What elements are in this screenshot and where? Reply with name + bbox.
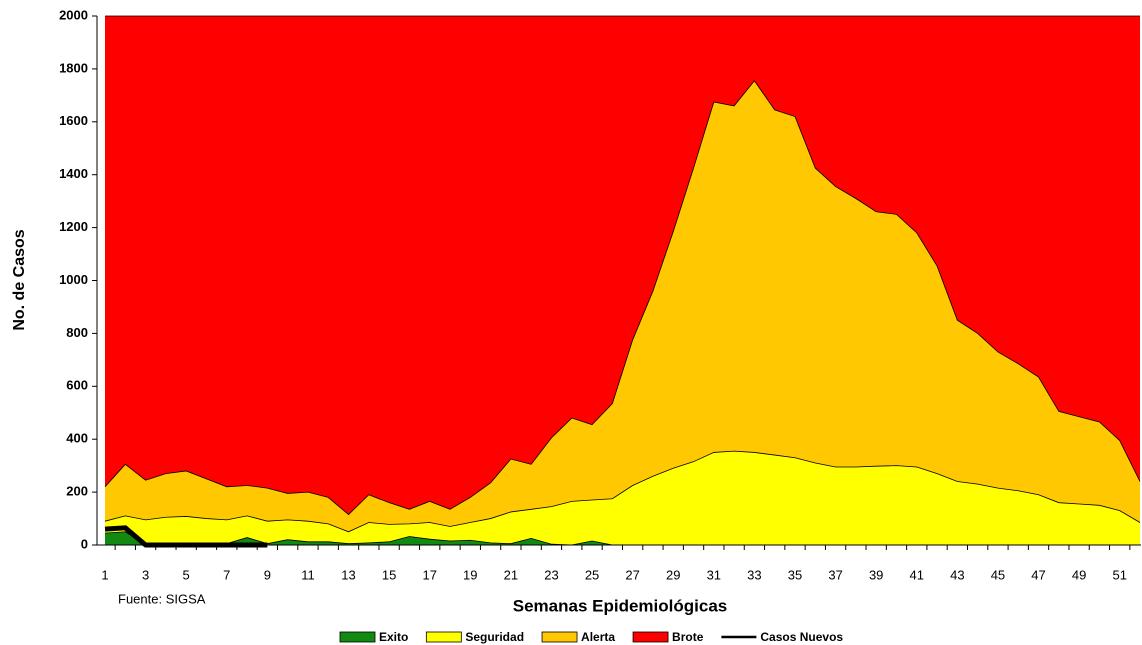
x-tick-label: 49 — [1072, 567, 1086, 582]
x-tick-label: 45 — [991, 567, 1005, 582]
x-tick-label: 9 — [264, 567, 271, 582]
x-tick-label: 25 — [585, 567, 599, 582]
x-tick-label: 7 — [223, 567, 230, 582]
x-tick-label: 19 — [463, 567, 477, 582]
legend-label: Alerta — [581, 630, 615, 644]
area-fill — [105, 451, 1140, 545]
x-tick-label: 31 — [707, 567, 721, 582]
y-tick-label: 1800 — [59, 60, 88, 75]
y-tick-label: 800 — [66, 325, 88, 340]
y-tick-label: 1400 — [59, 166, 88, 181]
x-tick-label: 41 — [910, 567, 924, 582]
x-tick-label: 27 — [625, 567, 639, 582]
y-tick-label: 200 — [66, 484, 88, 499]
x-tick-label: 33 — [747, 567, 761, 582]
legend-swatch — [339, 631, 376, 643]
x-tick-label: 29 — [666, 567, 680, 582]
x-tick-label: 43 — [950, 567, 964, 582]
legend-swatch — [425, 631, 462, 643]
x-tick-label: 15 — [382, 567, 396, 582]
source-note: Fuente: SIGSA — [118, 591, 206, 606]
legend-label: Brote — [672, 630, 704, 644]
x-tick-label: 1 — [101, 567, 108, 582]
x-tick-label: 39 — [869, 567, 883, 582]
x-axis-title: Semanas Epidemiológicas — [513, 596, 727, 615]
y-tick-label: 600 — [66, 378, 88, 393]
x-tick-label: 3 — [142, 567, 149, 582]
x-tick-label: 11 — [301, 567, 315, 582]
x-tick-label: 51 — [1112, 567, 1126, 582]
x-tick-label: 21 — [504, 567, 518, 582]
legend-swatch — [541, 631, 578, 643]
y-tick-label: 2000 — [59, 7, 88, 22]
legend-label: Seguridad — [465, 630, 524, 644]
x-tick-label: 35 — [788, 567, 802, 582]
legend-label: Casos Nuevos — [760, 630, 843, 644]
area-edge — [104, 450, 1141, 533]
legend-label: Exito — [379, 630, 408, 644]
y-axis-title: No. de Casos — [11, 229, 28, 330]
x-tick-label: 5 — [183, 567, 190, 582]
x-tick-label: 13 — [341, 567, 355, 582]
y-tick-label: 1000 — [59, 272, 88, 287]
y-tick-label: 1600 — [59, 113, 88, 128]
x-tick-label: 47 — [1031, 567, 1045, 582]
area-edge — [104, 80, 1141, 516]
y-tick-label: 1200 — [59, 219, 88, 234]
y-tick-label: 0 — [81, 536, 88, 551]
x-tick-label: 37 — [828, 567, 842, 582]
legend-swatch — [632, 631, 669, 643]
area-fill — [105, 80, 1140, 546]
y-tick-label: 400 — [66, 431, 88, 446]
x-tick-label: 23 — [544, 567, 558, 582]
x-tick-label: 17 — [422, 567, 436, 582]
